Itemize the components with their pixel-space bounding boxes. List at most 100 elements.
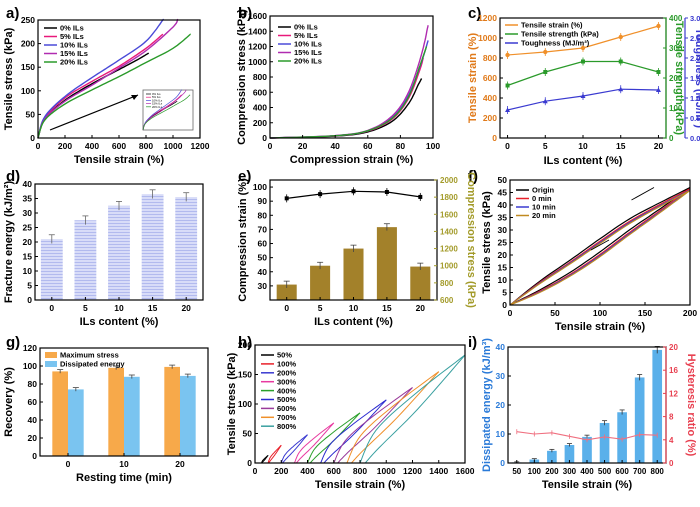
chart-c-r2-ylabel: Toughness (MJ/m³) bbox=[693, 28, 700, 128]
chart-e-xtick-label: 15 bbox=[382, 303, 392, 313]
chart-c-point bbox=[618, 86, 624, 92]
chart-e-ytick-label: 90 bbox=[258, 196, 268, 206]
chart-h-xtick-label: 1000 bbox=[377, 466, 396, 476]
chart-c-point bbox=[656, 70, 661, 74]
chart-c-ytick-label: 1000 bbox=[478, 33, 497, 43]
panel-label-a: a) bbox=[6, 5, 20, 22]
chart-a-legend-label: 10% ILs bbox=[60, 41, 88, 50]
chart-d-ytick-label: 20 bbox=[23, 237, 33, 247]
chart-h-series-8-loading bbox=[359, 354, 466, 464]
chart-d-bar bbox=[40, 239, 63, 300]
chart-e-r-ytick-label: 1600 bbox=[440, 210, 458, 219]
chart-f-series-0-unloading bbox=[509, 187, 691, 306]
chart-c-r2-ytick-label: 2.5 bbox=[690, 34, 700, 43]
chart-b-ytick-label: 1200 bbox=[248, 42, 267, 52]
chart-a-ytick-label: 200 bbox=[21, 39, 35, 49]
chart-h-xtick-label: 1200 bbox=[403, 466, 422, 476]
chart-c-point bbox=[580, 93, 586, 98]
chart-g-xtick-label: 20 bbox=[175, 459, 185, 469]
chart-e-ytick-label: 50 bbox=[258, 253, 268, 263]
chart-h-xtick-label: 0 bbox=[253, 466, 258, 476]
chart-i-ylabel: Dissipated energy (kJ/m³) bbox=[481, 338, 493, 472]
chart-b-xtick-label: 40 bbox=[330, 141, 340, 151]
panel-label-h: h) bbox=[238, 334, 253, 351]
chart-g-xlabel: Resting time (min) bbox=[76, 472, 172, 484]
chart-h: 0 200 400 600 800 1000 1200 1400 1600 0 50 100 150 20… bbox=[226, 340, 475, 491]
chart-e-xlabel: ILs content (%) bbox=[314, 316, 393, 328]
chart-h-series-6-loading bbox=[333, 387, 413, 464]
chart-g-ytick-label: 120 bbox=[23, 343, 37, 353]
chart-e-ytick-label: 30 bbox=[258, 281, 268, 291]
chart-h-legend-label: 400% bbox=[277, 386, 297, 395]
chart-g-bar-1 bbox=[180, 375, 196, 456]
chart-e-r-ytick-label: 2000 bbox=[440, 176, 458, 185]
chart-c-point bbox=[505, 83, 510, 88]
chart-e-r-ytick-label: 800 bbox=[440, 279, 454, 288]
chart-f-xtick-label: 50 bbox=[550, 308, 560, 318]
chart-h-legend-label: 100% bbox=[277, 360, 297, 369]
chart-i-xlabel: Tensile strain (%) bbox=[542, 479, 633, 491]
chart-h-series-1-loading bbox=[267, 444, 282, 464]
chart-a-xtick-label: 0 bbox=[36, 141, 41, 151]
chart-f-series-3-loading bbox=[509, 189, 691, 306]
chart-c-r2-ytick-label: 0.0 bbox=[690, 134, 700, 143]
chart-h-ytick-label: 50 bbox=[243, 429, 253, 439]
chart-a-inset-legend-label: 0% ILs bbox=[152, 92, 161, 96]
chart-h-series-2-unloading bbox=[282, 434, 308, 464]
chart-b-ytick-label: 400 bbox=[253, 103, 267, 113]
chart-h-legend-label: 700% bbox=[277, 413, 297, 422]
chart-i-xtick-label: 500 bbox=[598, 467, 612, 476]
chart-b-xtick-label: 60 bbox=[363, 141, 373, 151]
chart-h-series-0-unloading bbox=[261, 455, 269, 464]
chart-g-bar-1 bbox=[124, 376, 140, 456]
chart-a-legend-label: 15% ILs bbox=[60, 49, 88, 58]
chart-e-line-point bbox=[384, 190, 389, 194]
chart-c-point bbox=[618, 59, 623, 64]
chart-b-legend-label: 15% ILs bbox=[294, 48, 322, 57]
chart-f-legend-label: Origin bbox=[532, 186, 555, 195]
chart-d-bar bbox=[141, 194, 164, 300]
chart-a-inset-legend-label: 20% ILs bbox=[152, 105, 163, 109]
chart-c-xtick-label: 0 bbox=[505, 141, 510, 151]
chart-a-inset-legend-label: 5% ILs bbox=[152, 95, 161, 99]
chart-f-ytick-label: 15 bbox=[498, 263, 508, 273]
chart-a-xtick-label: 1000 bbox=[164, 141, 183, 151]
chart-g-bar-1 bbox=[68, 389, 84, 456]
chart-c-point bbox=[505, 52, 510, 58]
chart-c-ytick-label: 1200 bbox=[478, 13, 497, 23]
chart-f-legend-label: 20 min bbox=[532, 211, 556, 220]
chart-f-xlabel: Tensile strain (%) bbox=[555, 321, 646, 333]
chart-e-ytick-label: 40 bbox=[258, 267, 268, 277]
chart-e-bar bbox=[343, 248, 364, 300]
chart-h-xtick-label: 600 bbox=[327, 466, 341, 476]
chart-b-ytick-label: 0 bbox=[262, 133, 267, 143]
chart-b-xtick-label: 20 bbox=[298, 141, 308, 151]
chart-c-xtick-label: 15 bbox=[616, 141, 626, 151]
chart-c-r1-ylabel: Tensile strength (kPa) bbox=[673, 21, 685, 135]
chart-b-ylabel: Compression stress (kPa) bbox=[236, 9, 248, 145]
chart-d-bar bbox=[108, 205, 130, 300]
chart-i-xtick-label: 100 bbox=[528, 467, 542, 476]
chart-c-xlabel: ILs content (%) bbox=[544, 155, 623, 167]
chart-d-ytick-label: 35 bbox=[23, 194, 33, 204]
chart-d-ytick-label: 30 bbox=[23, 208, 33, 218]
chart-c-ytick-label: 800 bbox=[483, 53, 497, 63]
chart-h-ytick-label: 0 bbox=[247, 458, 252, 468]
chart-i-xtick-label: 50 bbox=[512, 467, 521, 476]
chart-h-xtick-label: 200 bbox=[274, 466, 288, 476]
chart-i-bar bbox=[599, 422, 610, 463]
chart-c-point bbox=[580, 45, 586, 51]
chart-a-inset-legend-label: 10% ILs bbox=[152, 98, 163, 102]
chart-c-point bbox=[656, 23, 661, 29]
chart-h-xtick-label: 800 bbox=[353, 466, 367, 476]
chart-c-legend-label: Toughness (MJ/m³) bbox=[521, 39, 590, 48]
chart-e-ytick-label: 80 bbox=[258, 210, 268, 220]
chart-a-inset-series-4 bbox=[142, 94, 191, 131]
chart-b-legend-label: 20% ILs bbox=[294, 57, 322, 66]
chart-g-bar-0 bbox=[52, 371, 68, 456]
chart-f-ytick-label: 40 bbox=[498, 200, 508, 210]
chart-c-r1-ytick-label: 100 bbox=[669, 104, 683, 113]
chart-c: 0 5 10 15 2002004006008001000120001002003004… bbox=[467, 13, 700, 167]
chart-a-ytick-label: 250 bbox=[21, 15, 35, 25]
chart-a-ytick-label: 100 bbox=[21, 86, 35, 96]
